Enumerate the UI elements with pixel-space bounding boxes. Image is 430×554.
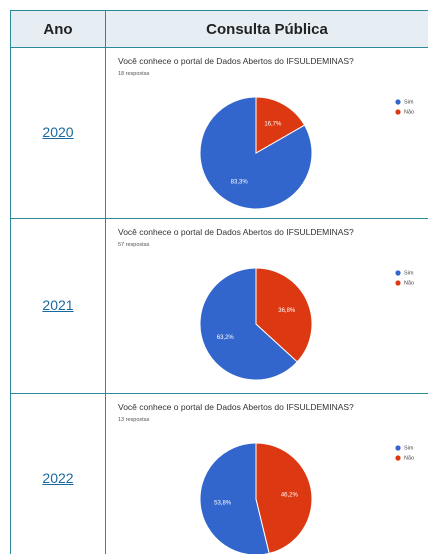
slice-label: 36,8% [278, 308, 296, 314]
chart-cell: Você conhece o portal de Dados Abertos d… [105, 47, 428, 219]
pie-chart: Você conhece o portal de Dados Abertos d… [118, 56, 414, 210]
pie-slice [255, 442, 313, 554]
legend-swatch [395, 99, 401, 105]
legend-swatch [395, 109, 401, 115]
legend-label: Sim [404, 270, 414, 276]
chart-subtitle: 57 respostas [118, 242, 150, 248]
slice-label: 83,3% [231, 180, 249, 186]
slice-label: 46,2% [281, 493, 299, 499]
year-link[interactable]: 2020 [42, 124, 74, 140]
legend-label: Não [404, 280, 414, 286]
pie-slice [255, 267, 313, 363]
pie-chart: Você conhece o portal de Dados Abertos d… [118, 402, 414, 554]
chart-subtitle: 13 respostas [118, 417, 150, 423]
chart-subtitle: 18 respostas [118, 71, 150, 77]
pie-slice [255, 96, 306, 154]
year-link[interactable]: 2021 [42, 297, 74, 313]
legend-label: Não [404, 455, 414, 461]
row: 2020 Você conhece o portal de Dados Abert… [10, 47, 428, 219]
header-row: Ano Consulta Pública [10, 10, 428, 48]
slice-label: 16,7% [264, 121, 282, 127]
legend-label: Não [404, 109, 414, 115]
legend-swatch [395, 280, 401, 286]
pie-slice [199, 267, 299, 381]
year-cell: 2022 [10, 393, 106, 554]
legend-label: Sim [404, 99, 414, 105]
header-cell: Consulta Pública [105, 10, 428, 48]
chart-cell: Você conhece o portal de Dados Abertos d… [105, 218, 428, 394]
year-cell: 2021 [10, 218, 106, 394]
table-wrap: Ano Consulta Pública 2020 Você conhece o … [10, 10, 428, 554]
chart-title: Você conhece o portal de Dados Abertos d… [118, 56, 354, 66]
pie-chart: Você conhece o portal de Dados Abertos d… [118, 227, 414, 381]
legend-label: Sim [404, 445, 414, 451]
table: Ano Consulta Pública 2020 Você conhece o … [10, 10, 428, 554]
pie-slice [199, 442, 270, 554]
slice-label: 63,2% [217, 335, 235, 341]
table-body: 2020 Você conhece o portal de Dados Abert… [10, 47, 428, 554]
chart-title: Você conhece o portal de Dados Abertos d… [118, 227, 354, 237]
legend-swatch [395, 455, 401, 461]
header-cell: Ano [10, 10, 106, 48]
row: 2021 Você conhece o portal de Dados Abert… [10, 218, 428, 394]
chart-title: Você conhece o portal de Dados Abertos d… [118, 402, 354, 412]
year-cell: 2020 [10, 47, 106, 219]
legend-swatch [395, 445, 401, 451]
legend-swatch [395, 270, 401, 276]
chart-cell: Você conhece o portal de Dados Abertos d… [105, 393, 428, 554]
year-link[interactable]: 2022 [42, 470, 74, 486]
slice-label: 53,8% [214, 501, 232, 507]
row: 2022 Você conhece o portal de Dados Abert… [10, 393, 428, 554]
